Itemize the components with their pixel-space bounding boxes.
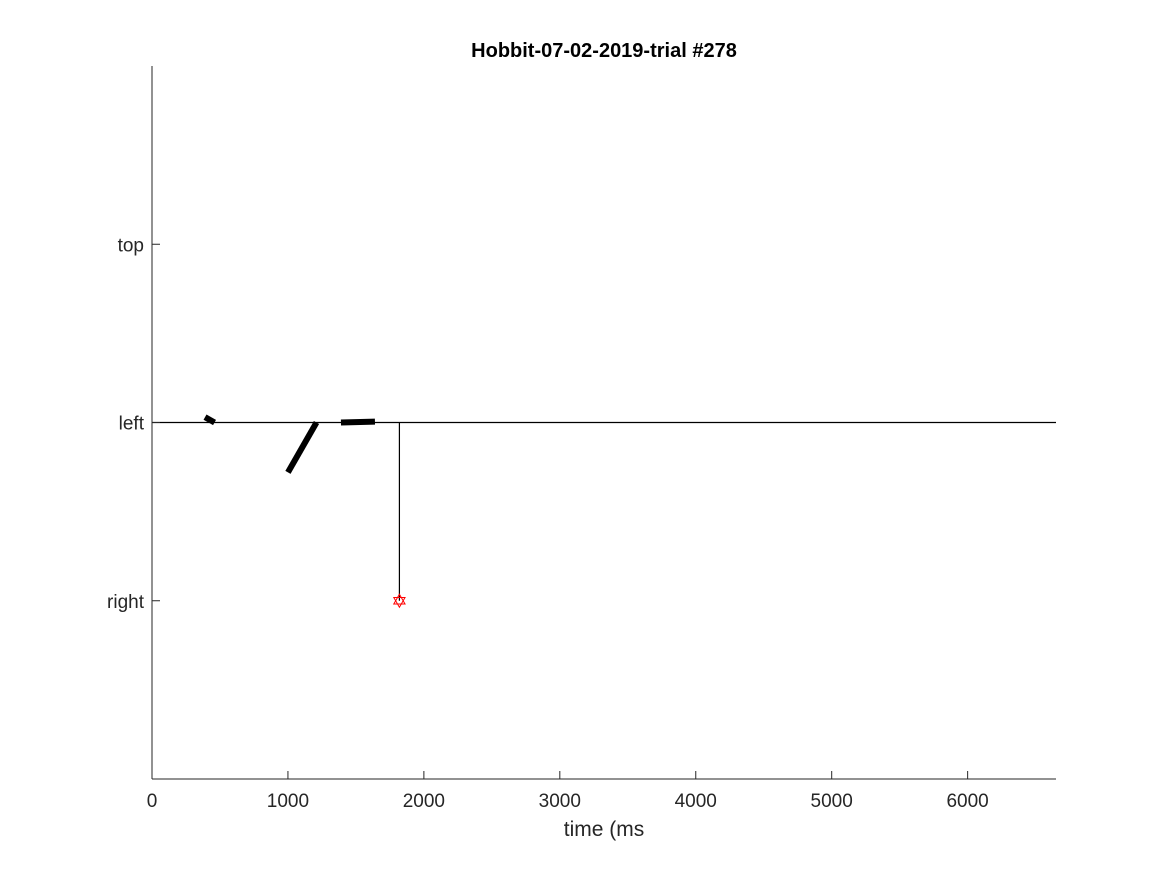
series-layer <box>152 414 1056 601</box>
plot-area: 0 1000 2000 3000 4000 5000 6000 top left right <box>107 66 1056 812</box>
x-tick-label: 6000 <box>946 791 988 812</box>
marker-triangle-down <box>392 597 406 609</box>
x-tick-label: 3000 <box>539 791 581 812</box>
segment-2 <box>285 421 320 474</box>
chart-title: Hobbit-07-02-2019-trial #278 <box>471 40 737 62</box>
segment-3 <box>340 418 376 426</box>
x-tick-label: 2000 <box>403 791 445 812</box>
x-tick-label: 1000 <box>267 791 309 812</box>
marker-triangle-up <box>392 593 406 605</box>
y-tick-label: right <box>107 592 145 613</box>
x-axis-label: time (ms <box>564 818 645 841</box>
x-axis-ticks: 0 1000 2000 3000 4000 5000 6000 <box>147 771 989 812</box>
marker-layer <box>392 593 406 609</box>
x-tick-label: 5000 <box>811 791 853 812</box>
y-tick-label: top <box>118 235 144 256</box>
segment-1 <box>203 414 217 426</box>
y-axis-ticks: top left right <box>107 235 160 613</box>
response-marker <box>392 593 406 609</box>
x-tick-label: 4000 <box>675 791 717 812</box>
y-tick-label: left <box>119 414 145 435</box>
x-tick-label: 0 <box>147 791 158 812</box>
